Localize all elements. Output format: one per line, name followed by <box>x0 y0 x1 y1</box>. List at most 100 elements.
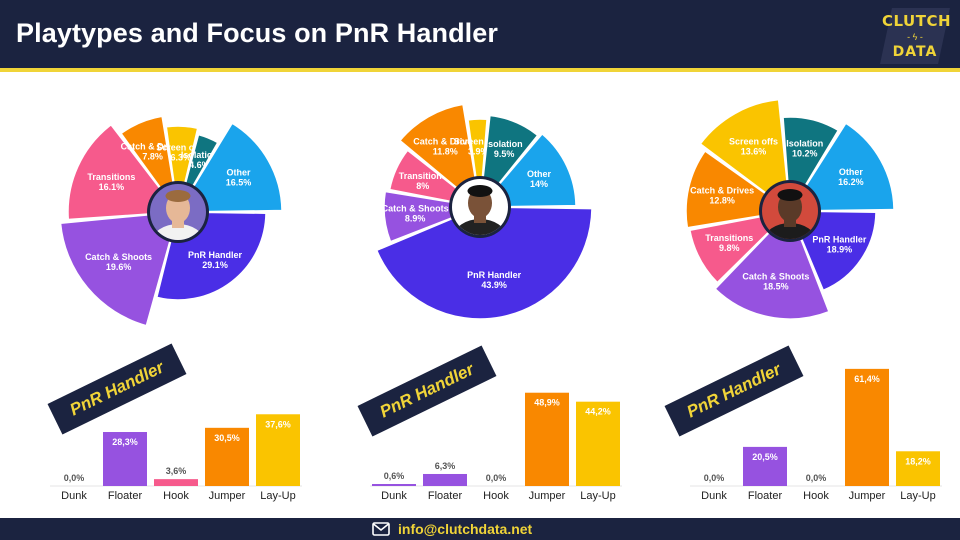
bar-category-label: Hook <box>803 490 829 502</box>
slice-value: 43.9% <box>481 280 507 290</box>
bar-floater <box>423 473 467 486</box>
bar-value-label: 0,0% <box>64 473 85 483</box>
slice-label: PnR Handler <box>188 250 243 260</box>
bar-jumper <box>205 427 249 486</box>
slice-value: 19.6% <box>106 262 132 272</box>
bar-category-label: Floater <box>428 490 463 502</box>
bar-lay-up <box>576 401 620 486</box>
bar-value-label: 61,4% <box>854 374 880 384</box>
bar-category-label: Dunk <box>701 490 727 502</box>
slice-label: Catch & Shoots <box>85 252 152 262</box>
bar-value-label: 20,5% <box>752 452 778 462</box>
slice-value: 18.9% <box>827 244 853 254</box>
bar-jumper <box>525 392 569 486</box>
slice-label: Transitions <box>705 233 753 243</box>
bar-category-label: Floater <box>748 490 783 502</box>
bar-value-label: 37,6% <box>265 419 291 429</box>
logo-text-top: CLUTCH <box>882 12 952 30</box>
bar-category-label: Hook <box>483 490 509 502</box>
slice-label: Catch & Shoots <box>382 204 449 214</box>
header-bar: Playtypes and Focus on PnR Handler CLUTC… <box>0 0 960 68</box>
slice-value: 9.5% <box>494 149 515 159</box>
bar-floater <box>103 432 147 486</box>
bar-floater <box>743 446 787 486</box>
bar-category-label: Dunk <box>61 490 87 502</box>
slice-label: PnR Handler <box>467 270 522 280</box>
slice-label: Catch & Drives <box>121 141 185 151</box>
bar-value-label: 30,5% <box>214 433 240 443</box>
bar-value-label: 0,0% <box>704 473 725 483</box>
bar-category-label: Jumper <box>529 490 566 502</box>
bar-category-label: Dunk <box>381 490 407 502</box>
header-accent-line <box>0 68 960 72</box>
bar-category-label: Lay-Up <box>260 490 295 502</box>
slice-value: 18.5% <box>763 282 789 292</box>
footer-bar: info@clutchdata.net <box>0 518 960 540</box>
slice-label: Other <box>839 167 864 177</box>
slice-value: 11.8% <box>433 147 458 157</box>
bar-category-label: Jumper <box>849 490 886 502</box>
slice-value: 16.2% <box>838 177 864 187</box>
slice-label: Other <box>527 169 552 179</box>
slice-value: 12.8% <box>709 195 735 205</box>
player-panel-3: PnR Handler 18.9% Catch & Shoots 18.5% Trans… <box>640 78 960 508</box>
slice-label: Other <box>227 167 252 177</box>
bar-dunk <box>372 484 416 486</box>
slice-label: Screen offs <box>729 136 778 146</box>
bar-value-label: 44,2% <box>585 407 611 417</box>
slice-value: 16.1% <box>99 182 125 192</box>
bar-value-label: 3,6% <box>166 466 187 476</box>
player-panel-2: PnR Handler 43.9% Catch & Shoots 8.9% Transi… <box>320 78 640 508</box>
bar-category-label: Jumper <box>209 490 246 502</box>
slice-value: 7.8% <box>142 151 163 161</box>
player-avatar <box>449 176 511 238</box>
slice-label: Transitions <box>87 172 135 182</box>
bar-value-label: 18,2% <box>905 456 931 466</box>
slice-value: 16.5% <box>226 177 252 187</box>
logo-text-bottom: DATA <box>892 44 938 60</box>
slice-label: Transitions <box>399 171 447 181</box>
email-text: info@clutchdata.net <box>398 521 533 537</box>
bar-jumper <box>845 368 889 486</box>
player-panel-1: PnR Handler 29.1% Catch & Shoots 19.6% Trans… <box>0 78 320 508</box>
slice-value: 8.9% <box>405 214 426 224</box>
slice-value: 14% <box>530 179 548 189</box>
slice-label: Screen offs <box>156 142 205 152</box>
player-avatar <box>759 180 821 242</box>
slice-label: Isolation <box>181 150 218 160</box>
slice-label: Isolation <box>786 139 823 149</box>
bar-category-label: Hook <box>163 490 189 502</box>
bar-value-label: 48,9% <box>534 398 560 408</box>
slice-label: PnR Handler <box>812 234 867 244</box>
bar-category-label: Floater <box>108 490 143 502</box>
bar-value-label: 6,3% <box>435 461 456 471</box>
bar-category-label: Lay-Up <box>580 490 615 502</box>
slice-value: 13.6% <box>741 146 767 156</box>
slice-label: Catch & Drives <box>690 185 754 195</box>
bar-value-label: 0,6% <box>384 471 405 481</box>
slice-value: 3.9% <box>468 146 489 156</box>
bar-lay-up <box>896 451 940 486</box>
slice-value: 4.6% <box>189 160 210 170</box>
slice-label: Isolation <box>486 139 523 149</box>
lightning-icon: - ϟ - <box>907 32 923 42</box>
slice-value: 29.1% <box>202 260 228 270</box>
bar-hook <box>154 479 198 486</box>
player-avatar <box>147 181 209 243</box>
bar-value-label: 0,0% <box>806 473 827 483</box>
contact-email[interactable]: info@clutchdata.net <box>372 521 532 537</box>
bar-lay-up <box>256 414 300 486</box>
slice-value: 6.3% <box>171 152 192 162</box>
page-title: Playtypes and Focus on PnR Handler <box>16 18 499 48</box>
slice-label: Catch & Shoots <box>742 272 809 282</box>
slice-value: 10.2% <box>792 149 818 159</box>
brand-logo: CLUTCH - ϟ - DATA <box>880 6 952 66</box>
slice-label: Catch & Drives <box>413 137 477 147</box>
slice-label: Screen offs <box>454 136 503 146</box>
slice-value: 8% <box>416 181 429 191</box>
bar-value-label: 0,0% <box>486 473 507 483</box>
bar-category-label: Lay-Up <box>900 490 935 502</box>
